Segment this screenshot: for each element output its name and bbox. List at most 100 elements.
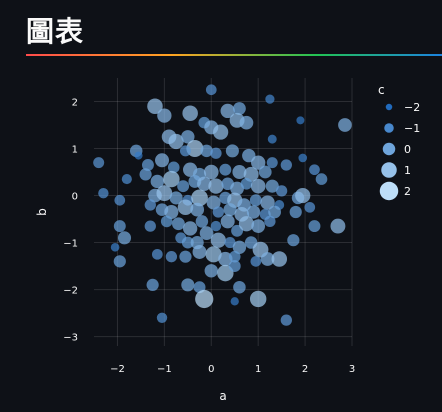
data-point[interactable] [266,157,278,169]
data-point[interactable] [228,260,241,273]
data-point[interactable] [181,130,195,144]
data-point[interactable] [238,216,255,232]
data-point[interactable] [213,124,229,140]
data-point[interactable] [249,194,262,207]
data-point[interactable] [156,185,173,202]
data-point[interactable] [144,199,156,211]
data-point[interactable] [315,173,328,185]
data-point[interactable] [163,170,180,188]
data-point[interactable] [183,221,198,236]
data-point[interactable] [287,234,300,247]
data-point[interactable] [113,220,126,233]
data-point[interactable] [167,161,180,174]
data-point[interactable] [304,201,316,213]
data-point[interactable] [280,314,292,326]
data-point[interactable] [225,144,239,158]
data-point[interactable] [309,164,320,176]
data-point[interactable] [169,191,183,205]
data-point[interactable] [289,205,302,219]
data-point[interactable] [265,179,279,193]
data-point[interactable] [168,133,184,150]
data-point[interactable] [223,203,237,217]
data-point[interactable] [191,189,208,207]
chart-legend[interactable]: c −2 −1 0 1 2 [378,83,420,201]
data-point[interactable] [144,220,156,232]
data-point[interactable] [265,94,275,104]
data-point[interactable] [177,180,190,193]
data-point[interactable] [164,205,179,219]
data-point[interactable] [206,195,221,210]
data-point[interactable] [232,165,247,180]
data-point[interactable] [210,220,222,232]
data-point[interactable] [230,297,239,306]
data-point[interactable] [240,177,253,190]
data-point[interactable] [298,153,308,163]
data-point[interactable] [181,278,195,292]
data-point[interactable] [117,231,132,245]
data-point[interactable] [220,103,235,119]
data-point[interactable] [113,255,126,268]
data-point[interactable] [199,226,214,241]
data-point[interactable] [156,312,168,323]
data-point[interactable] [250,256,262,267]
data-point[interactable] [212,206,224,218]
data-point[interactable] [246,205,261,219]
data-point[interactable] [200,144,213,158]
data-point[interactable] [141,159,154,171]
data-point[interactable] [195,215,209,228]
data-point[interactable] [151,248,163,260]
data-point[interactable] [146,278,159,291]
data-point[interactable] [251,219,266,233]
data-point[interactable] [267,134,277,144]
data-point[interactable] [165,251,178,263]
data-point[interactable] [210,147,222,159]
data-point[interactable] [181,236,194,249]
data-point[interactable] [197,176,212,191]
data-point[interactable] [330,218,346,234]
data-point[interactable] [204,264,218,278]
data-point[interactable] [150,174,165,189]
data-point[interactable] [208,178,224,194]
data-point[interactable] [239,115,254,130]
data-point[interactable] [280,159,292,171]
data-point[interactable] [251,155,266,170]
data-point[interactable] [260,195,275,210]
data-point[interactable] [172,217,185,231]
data-point[interactable] [179,145,191,157]
data-point[interactable] [220,214,235,229]
data-point[interactable] [275,185,288,197]
data-point[interactable] [205,246,222,263]
data-point[interactable] [258,165,272,179]
data-point[interactable] [268,205,281,219]
data-point[interactable] [295,187,311,204]
data-point[interactable] [224,237,236,249]
data-point[interactable] [210,232,226,248]
data-point[interactable] [121,174,132,185]
data-point[interactable] [98,187,109,199]
data-point[interactable] [271,251,288,267]
data-point[interactable] [182,105,198,122]
data-point[interactable] [219,163,232,176]
data-point[interactable] [195,289,214,309]
data-point[interactable] [160,215,173,228]
data-point[interactable] [110,242,120,252]
data-point[interactable] [192,244,207,259]
data-point[interactable] [228,250,241,263]
data-point[interactable] [233,102,246,115]
data-point[interactable] [232,240,247,254]
data-point[interactable] [93,157,105,169]
data-point[interactable] [249,290,267,308]
data-point[interactable] [205,84,217,96]
data-point[interactable] [233,280,246,294]
data-point[interactable] [250,178,266,194]
data-point[interactable] [157,108,172,123]
data-point[interactable] [190,202,205,217]
data-point[interactable] [147,98,163,114]
data-point[interactable] [264,215,276,228]
data-point[interactable] [114,194,126,206]
data-point[interactable] [179,250,192,263]
data-point[interactable] [230,181,244,196]
data-point[interactable] [139,168,152,181]
data-point[interactable] [155,153,170,168]
